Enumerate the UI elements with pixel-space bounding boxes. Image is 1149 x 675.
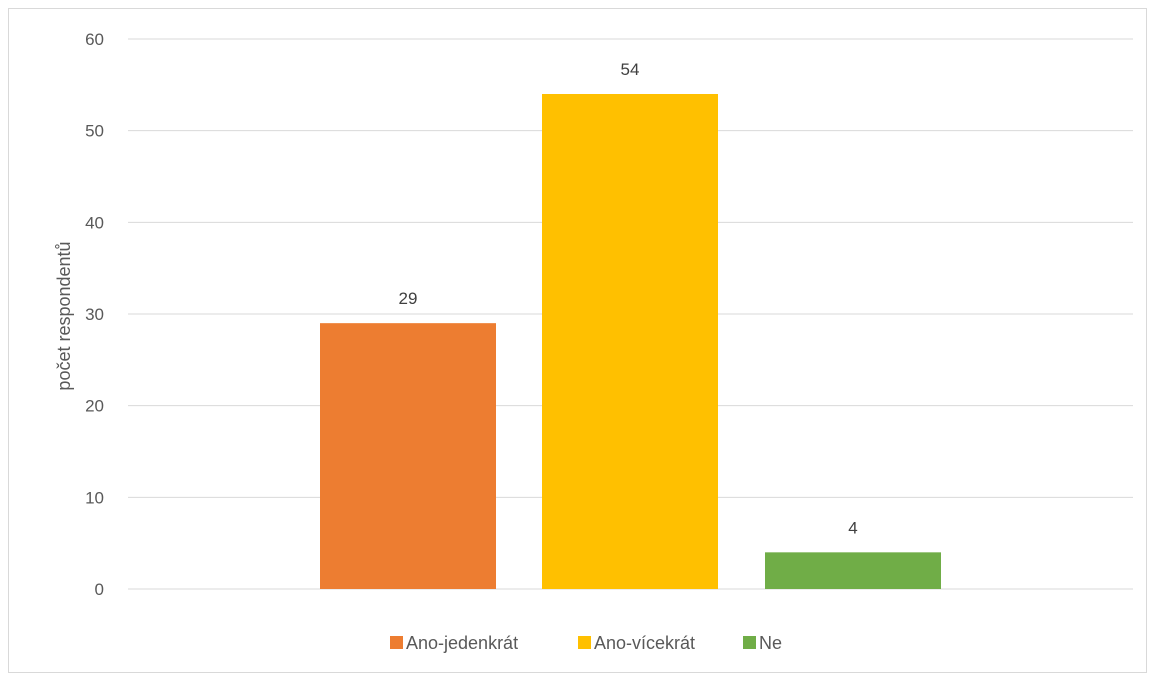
- data-label-2: 54: [621, 60, 640, 79]
- legend-swatch-2: [578, 636, 591, 649]
- y-tick-label: 40: [85, 213, 104, 232]
- y-tick-label: 20: [85, 397, 104, 416]
- y-tick-label: 30: [85, 305, 104, 324]
- bar-3: [765, 552, 941, 589]
- legend-label-1: Ano-jedenkrát: [406, 633, 518, 653]
- legend-swatch-1: [390, 636, 403, 649]
- bar-2: [542, 94, 718, 589]
- bars: [320, 94, 941, 589]
- data-label-1: 29: [399, 289, 418, 308]
- data-labels: 29 54 4: [399, 60, 858, 537]
- legend-swatch-3: [743, 636, 756, 649]
- legend-label-3: Ne: [759, 633, 782, 653]
- legend: Ano-jedenkrát Ano-vícekrát Ne: [390, 633, 782, 653]
- y-tick-label: 60: [85, 30, 104, 49]
- y-tick-label: 0: [95, 580, 104, 599]
- data-label-3: 4: [848, 518, 857, 537]
- bar-1: [320, 323, 496, 589]
- legend-label-2: Ano-vícekrát: [594, 633, 695, 653]
- y-tick-label: 50: [85, 122, 104, 141]
- y-tick-label: 10: [85, 488, 104, 507]
- y-axis-title: počet respondentů: [54, 241, 74, 390]
- y-axis-ticks: 0 10 20 30 40 50 60: [85, 30, 104, 599]
